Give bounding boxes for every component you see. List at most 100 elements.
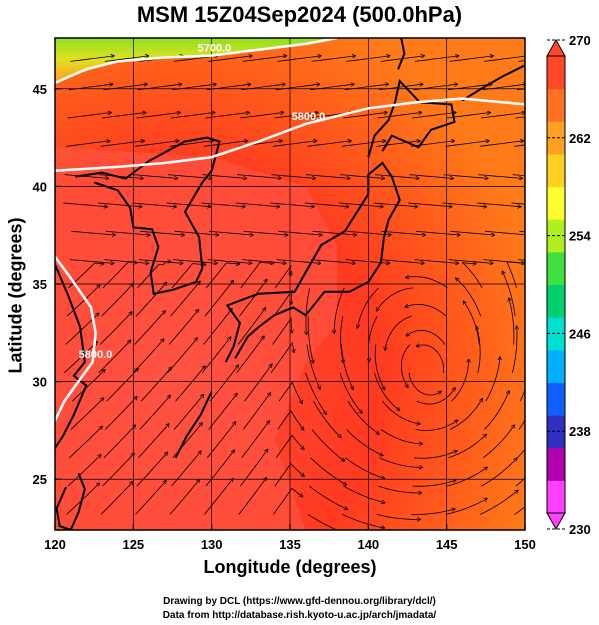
streamline [203,309,232,345]
streamline [312,230,357,235]
streamline [173,395,203,430]
streamline [310,457,347,485]
streamline [484,230,525,236]
streamline [135,283,167,317]
streamline [242,56,287,62]
streamline [385,315,412,350]
streamline [340,316,344,363]
streamline [135,141,179,147]
streamline [480,490,518,515]
streamline [208,56,252,62]
streamline [105,397,137,430]
streamline [244,364,272,402]
contour-line [55,97,525,173]
colorbar-segment [547,153,565,188]
streamline [205,113,249,119]
colorbar-tick-label: 262 [569,131,591,146]
streamline [476,202,521,207]
contour-label: 5800.0 [79,349,113,361]
streamline [443,174,488,179]
axis-ticks: 120 125 130 135 140 145 150 25 30 35 40 45 [33,82,536,552]
streamline [503,272,516,317]
streamline [71,230,115,235]
streamline [478,174,522,179]
streamline [311,56,356,62]
streamline [275,434,304,459]
streamline [69,259,114,264]
streamline [103,425,135,459]
streamline [304,202,349,207]
streamline [105,230,150,235]
streamline [270,202,314,207]
streamline [171,264,206,289]
streamline [307,316,313,362]
streamline [305,372,327,414]
streamline [209,230,253,235]
streamline [170,113,215,119]
streamline [485,357,500,402]
streamline [464,301,480,345]
streamline [448,435,487,459]
streamline [410,141,455,147]
streamline [407,202,452,207]
streamline [135,481,167,515]
streamline [69,427,102,459]
y-tick-label: 35 [33,277,47,292]
colorbar-segment [547,251,565,285]
streamline [344,457,384,479]
streamline [208,394,237,430]
streamline [167,338,198,374]
streamline [339,372,362,413]
temperature-region-cool-north [55,38,337,81]
colorbar-tick-label: 254 [569,229,591,244]
streamline [134,311,166,345]
streamline [415,420,458,431]
colorbar-tick-label: 246 [569,326,591,341]
streamline [100,482,133,515]
colorbar-tick-label: 238 [569,424,591,439]
coastline-ryukyu [174,390,213,459]
streamline [477,327,481,373]
contour-line [55,255,97,422]
streamline [201,337,231,374]
wind-streamlines [63,56,525,530]
coastline-kuril [461,64,525,102]
y-tick-label: 45 [33,82,47,97]
streamline [377,287,414,311]
x-tick-label: 130 [201,537,223,552]
coastline-korea-china [75,136,221,295]
streamline [374,344,384,390]
streamline [277,410,304,430]
x-axis-label: Longitude (degrees) [203,557,377,577]
streamline [204,479,233,515]
streamline [175,366,205,402]
streamline [381,230,426,235]
colorbar-tick-label: 230 [569,522,591,537]
streamline [481,458,517,487]
streamline [205,450,234,487]
streamline [305,174,350,179]
contour-label: 5700.0 [198,43,232,55]
streamline [239,449,267,487]
streamline [243,230,288,235]
streamline [445,141,489,147]
streamline [307,514,338,530]
streamline [168,310,198,345]
streamline [334,287,345,333]
colorbar-segment [547,317,565,351]
streamline [169,480,199,515]
streamline [241,421,269,459]
streamline [132,339,164,374]
colorbar-segment [547,480,565,514]
streamline [209,365,238,402]
streamline [442,202,486,207]
streamline [239,280,266,317]
streamline [345,259,390,264]
streamline [374,372,399,410]
colorbar-min-arrow [546,512,566,531]
streamline [515,477,525,487]
x-tick-label: 145 [436,537,458,552]
streamline [206,422,235,459]
x-tick-label: 150 [514,537,536,552]
streamline [309,485,347,509]
